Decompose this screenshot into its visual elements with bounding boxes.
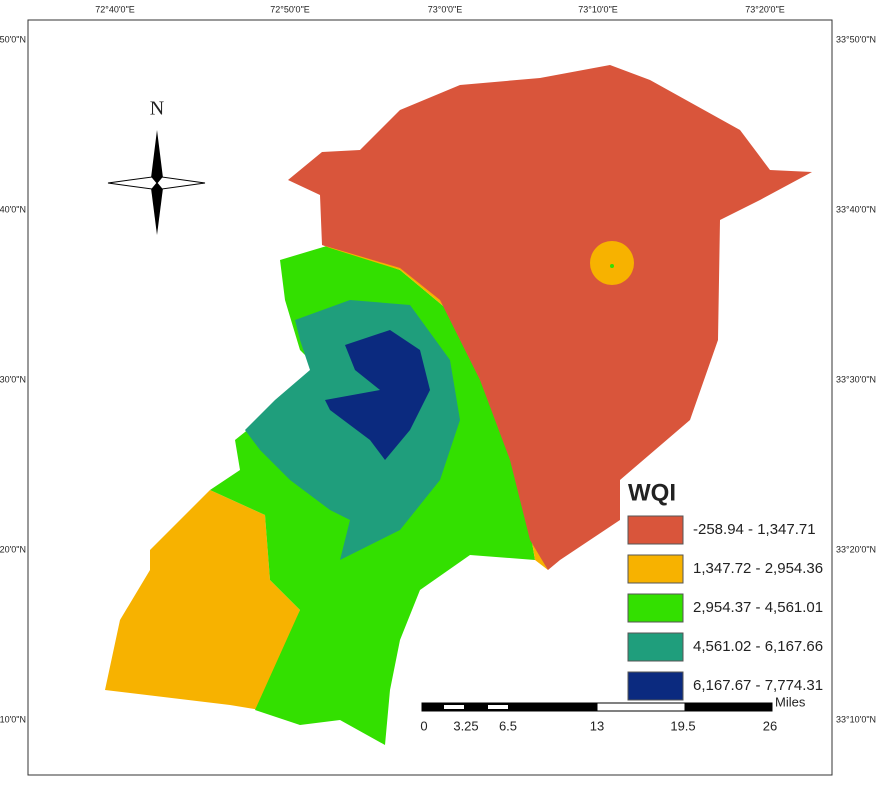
scale-label: 19.5 <box>670 718 695 733</box>
legend-label: -258.94 - 1,347.71 <box>693 521 816 538</box>
legend-swatch <box>627 632 684 662</box>
latitude-label: 33°20'0"N <box>836 544 876 554</box>
latitude-label: 33°40'0"N <box>836 204 876 214</box>
latitude-label: 33°30'0"N <box>836 374 876 384</box>
scale-label: 3.25 <box>453 718 478 733</box>
scale-segment <box>509 702 598 712</box>
scale-label: 13 <box>590 718 604 733</box>
legend-label: 4,561.02 - 6,167.66 <box>693 638 823 655</box>
region-orange-spot <box>590 241 634 285</box>
legend-swatch <box>627 593 684 623</box>
legend-label: 2,954.37 - 4,561.01 <box>693 599 823 616</box>
latitude-label: 33°50'0"N <box>836 34 876 44</box>
region-red <box>288 65 812 570</box>
scale-segment <box>488 705 508 709</box>
region-green-spot <box>610 264 614 268</box>
scale-bar: Miles <box>421 694 806 712</box>
arrow-north <box>151 130 163 183</box>
latitude-label: 33°40'0"N <box>0 204 26 214</box>
north-label: N <box>150 98 164 120</box>
scale-unit: Miles <box>775 694 806 709</box>
north-arrow: N <box>107 98 206 235</box>
legend-swatch <box>627 515 684 545</box>
scale-label: 0 <box>420 718 427 733</box>
longitude-label: 73°10'0"E <box>578 4 618 14</box>
region-orange-sw <box>105 490 300 710</box>
legend-title: WQI <box>628 479 676 506</box>
legend-label: 1,347.72 - 2,954.36 <box>693 560 823 577</box>
latitude-label: 33°10'0"N <box>0 714 26 724</box>
scale-segment <box>684 702 773 712</box>
scale-label: 6.5 <box>499 718 517 733</box>
latitude-label: 33°10'0"N <box>836 714 876 724</box>
legend-swatch <box>627 671 684 701</box>
longitude-label: 73°20'0"E <box>745 4 785 14</box>
arrow-south <box>151 183 163 235</box>
regions <box>105 65 812 745</box>
latitude-label: 33°30'0"N <box>0 374 26 384</box>
scale-segment <box>596 702 686 712</box>
region-navy <box>325 330 430 460</box>
latitude-label: 33°20'0"N <box>0 544 26 554</box>
scale-segment <box>444 705 464 709</box>
legend-label: 6,167.67 - 7,774.31 <box>693 677 823 694</box>
longitude-label: 72°50'0"E <box>270 4 310 14</box>
latitude-label: 33°50'0"N <box>0 34 26 44</box>
scale-label: 26 <box>763 718 777 733</box>
longitude-label: 73°0'0"E <box>428 4 463 14</box>
legend-swatch <box>627 554 684 584</box>
longitude-label: 72°40'0"E <box>95 4 135 14</box>
arrow-east <box>156 176 206 190</box>
